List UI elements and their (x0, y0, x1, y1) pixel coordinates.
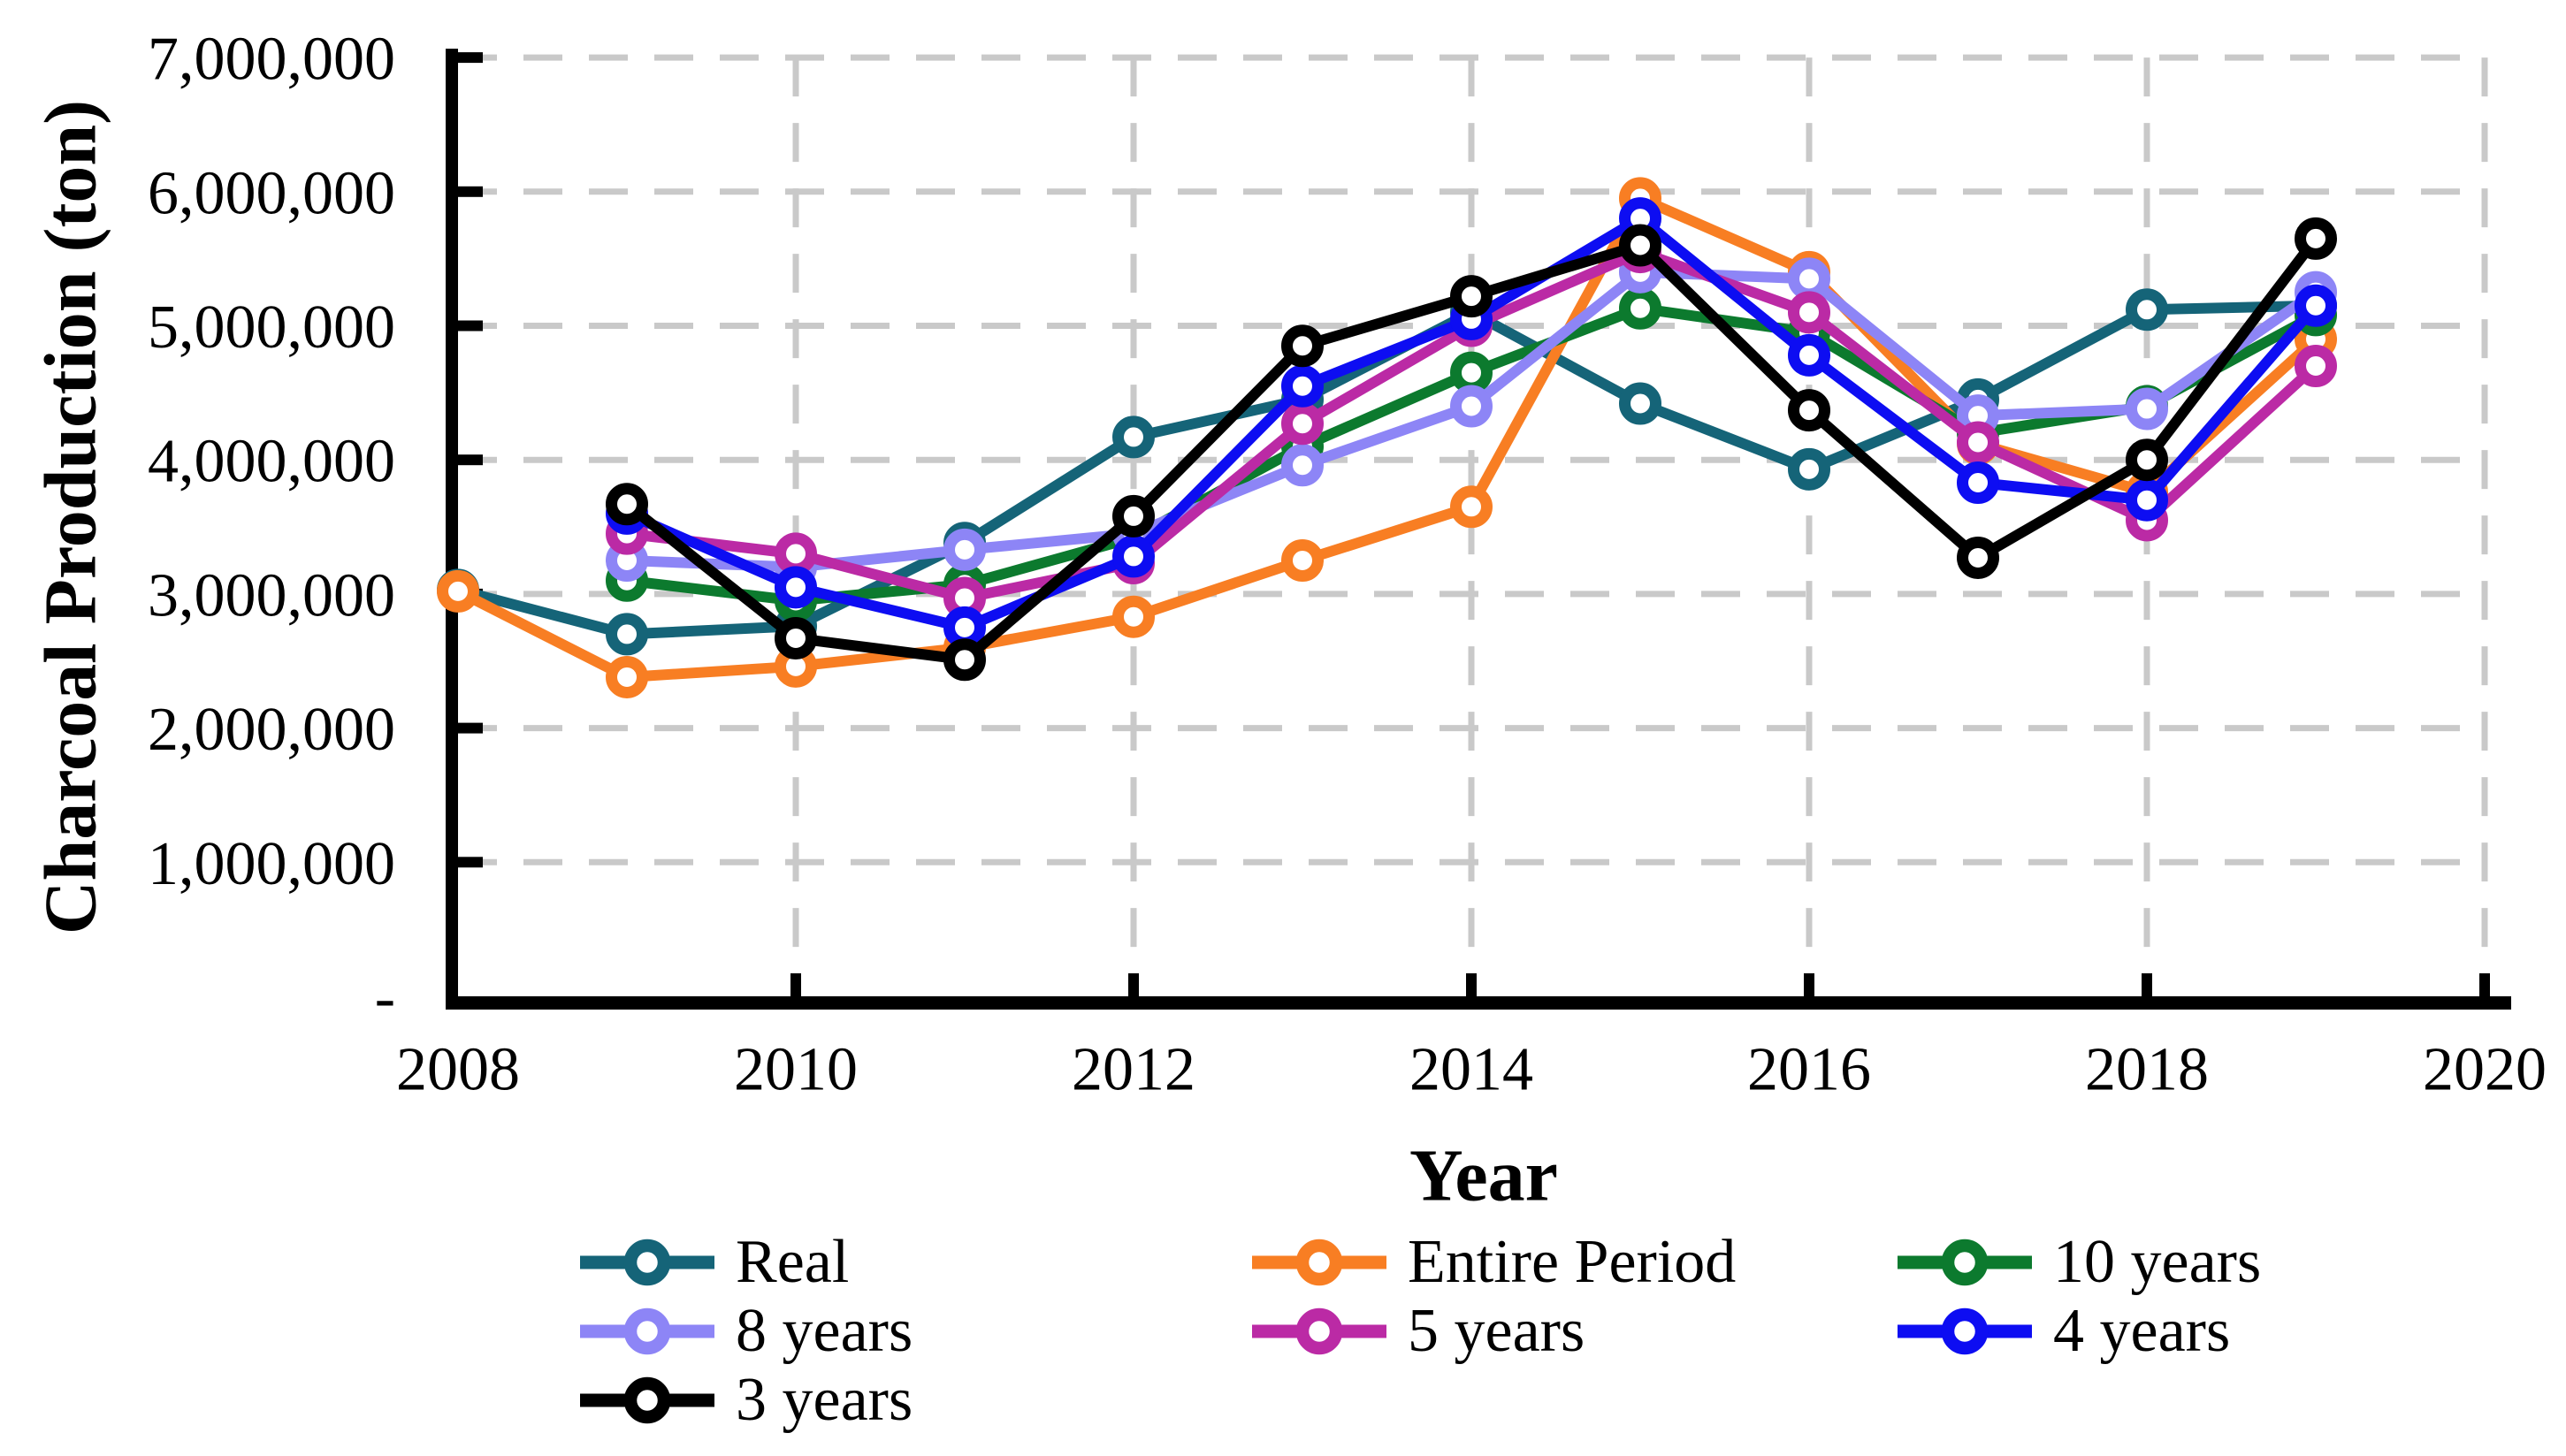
data-point-marker (606, 613, 648, 656)
data-point-marker (943, 638, 986, 682)
data-point-marker (775, 616, 817, 659)
legend-label: 3 years (736, 1366, 913, 1434)
data-point-marker (1450, 385, 1493, 428)
data-point-marker (606, 655, 648, 698)
legend-label: 8 years (736, 1297, 913, 1365)
y-tick (458, 722, 483, 734)
data-point-marker (775, 532, 817, 576)
legend-marker-icon (580, 1239, 714, 1286)
y-tick (458, 320, 483, 332)
data-point-marker (1112, 415, 1155, 459)
data-point-marker (943, 528, 986, 571)
axes (446, 49, 2511, 1010)
data-point-marker (2126, 288, 2168, 332)
legend-label: 4 years (2053, 1297, 2231, 1365)
x-tick-label: 2012 (1072, 1036, 1195, 1104)
x-tick (2479, 973, 2490, 996)
legend-marker-icon (1898, 1239, 2032, 1286)
data-point-marker (1957, 536, 1999, 579)
series-3-years (606, 217, 2337, 682)
data-point-marker (1450, 275, 1493, 318)
x-tick (790, 973, 801, 996)
legend-marker-icon (580, 1307, 714, 1355)
data-point-marker (1788, 333, 1830, 377)
data-point-marker (437, 569, 479, 613)
y-tick-label: 2,000,000 (148, 696, 395, 764)
data-point-marker (2295, 217, 2337, 260)
data-point-marker (2126, 478, 2168, 522)
x-axis-title: Year (1409, 1134, 1558, 1217)
y-tick (458, 454, 483, 466)
data-point-marker (1281, 538, 1324, 582)
data-point-marker (1619, 382, 1661, 425)
data-point-marker (1112, 494, 1155, 537)
y-tick-label: - (375, 964, 395, 1033)
data-point-marker (2295, 345, 2337, 388)
legend-item-real: Real (578, 1228, 850, 1296)
tick-labels: - 1,000,000 2,000,000 3,000,000 4,000,000 5,0… (148, 26, 2547, 1104)
x-tick-label: 2016 (1747, 1036, 1871, 1104)
y-tick (458, 186, 483, 197)
data-point-marker (1450, 351, 1493, 394)
y-tick (458, 857, 483, 868)
data-point-marker (1788, 389, 1830, 432)
y-tick-label: 3,000,000 (148, 561, 395, 629)
x-tick (1466, 973, 1477, 996)
y-tick-label: 1,000,000 (148, 830, 395, 898)
legend-marker-icon (1252, 1307, 1386, 1355)
data-point-marker (1281, 324, 1324, 368)
x-tick-label: 2010 (734, 1036, 858, 1104)
legend-label: 5 years (1408, 1297, 1585, 1365)
data-point-marker (1281, 444, 1324, 487)
data-point-marker (1957, 421, 1999, 464)
data-point-marker (606, 483, 648, 526)
data-point-marker (1281, 364, 1324, 408)
data-point-marker (1619, 224, 1661, 267)
legend-item-entire-period: Entire Period (1250, 1228, 1737, 1296)
data-point-marker (1112, 535, 1155, 578)
legend-marker-icon (1898, 1307, 2032, 1355)
x-tick-label: 2020 (2423, 1036, 2547, 1104)
legend-marker-icon (580, 1376, 714, 1424)
x-axis-line (446, 996, 2511, 1010)
x-tick-label: 2008 (396, 1036, 520, 1104)
x-tick (1804, 973, 1814, 996)
data-point-marker (1788, 291, 1830, 334)
legend-item-4-years: 4 years (1896, 1297, 2231, 1365)
data-point-marker (1112, 595, 1155, 638)
data-point-marker (1788, 257, 1830, 301)
data-point-marker (775, 566, 817, 609)
data-point-marker (1619, 286, 1661, 330)
x-tick (2142, 973, 2152, 996)
legend-item-8-years: 8 years (578, 1297, 913, 1365)
y-tick (458, 52, 483, 64)
data-point-marker (2126, 387, 2168, 431)
data-point-marker (2295, 284, 2337, 327)
data-point-marker (1788, 447, 1830, 491)
y-axis-line (446, 49, 458, 1010)
x-tick (1128, 973, 1139, 996)
data-point-marker (1281, 402, 1324, 446)
y-tick-label: 4,000,000 (148, 428, 395, 496)
data-point-marker (1450, 485, 1493, 529)
legend-marker-icon (1252, 1239, 1386, 1286)
legend-item-3-years: 3 years (578, 1366, 913, 1434)
y-axis-title: Charcoal Production (ton) (29, 99, 112, 935)
x-tick-label: 2014 (1409, 1036, 1533, 1104)
x-tick-label: 2018 (2085, 1036, 2209, 1104)
legend-label: Real (736, 1228, 850, 1296)
data-point-marker (1957, 461, 1999, 504)
y-tick-label: 5,000,000 (148, 293, 395, 362)
y-tick-label: 7,000,000 (148, 26, 395, 94)
data-point-marker (2126, 438, 2168, 482)
data-point-marker (943, 606, 986, 649)
legend-label: 10 years (2053, 1228, 2262, 1296)
y-tick-label: 6,000,000 (148, 159, 395, 227)
series-lines (437, 177, 2337, 698)
legend-item-5-years: 5 years (1250, 1297, 1585, 1365)
legend-item-10-years: 10 years (1896, 1228, 2262, 1296)
legend-label: Entire Period (1408, 1228, 1737, 1296)
